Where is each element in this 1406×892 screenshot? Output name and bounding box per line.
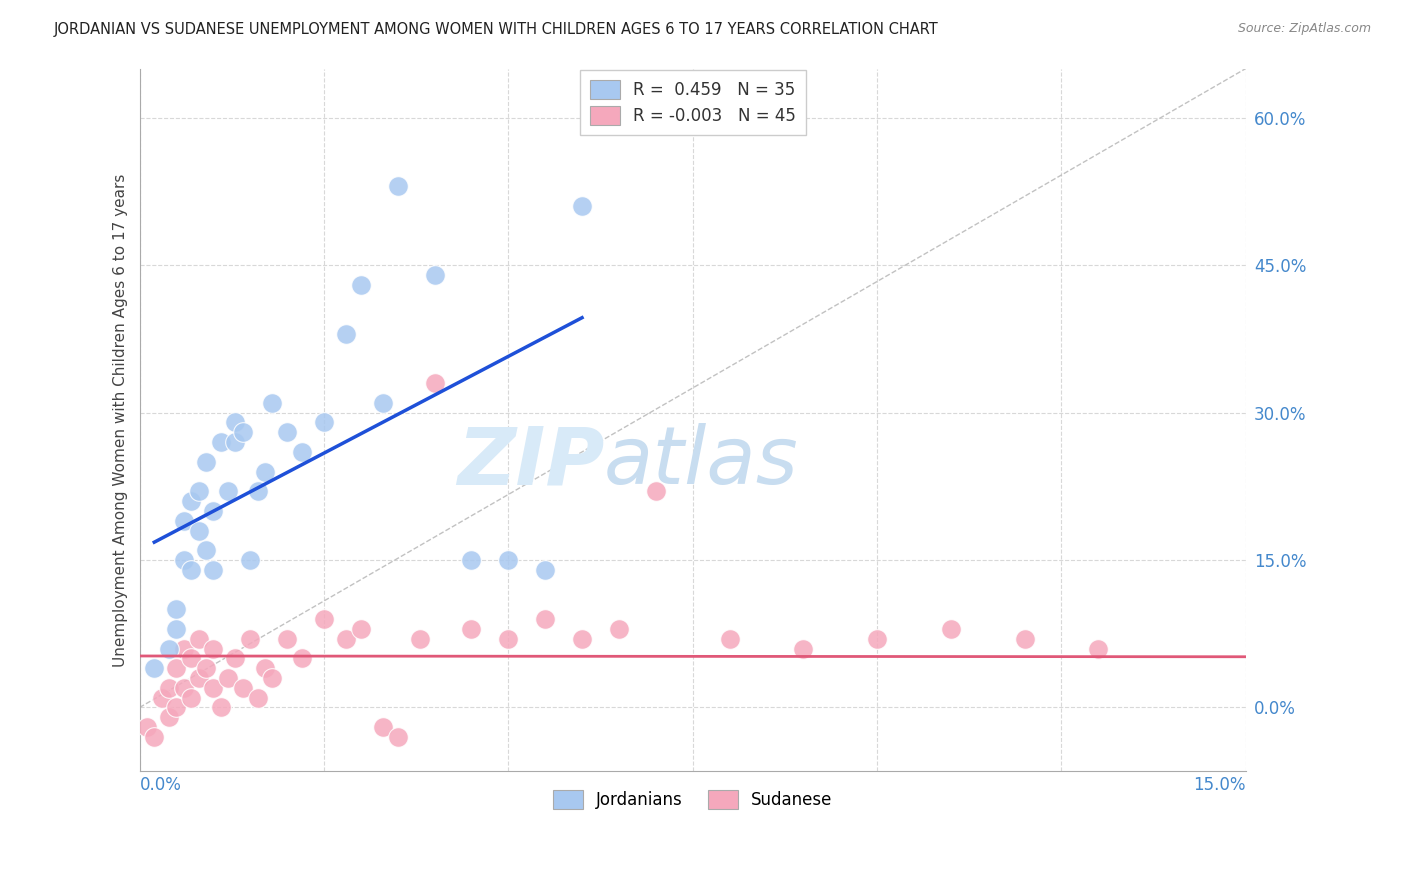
Jordanians: [224, 435, 246, 450]
Sudanese: [350, 622, 373, 636]
Text: ZIP: ZIP: [457, 423, 605, 501]
Sudanese: [187, 632, 209, 646]
Sudanese: [571, 632, 593, 646]
Sudanese: [239, 632, 262, 646]
Sudanese: [276, 632, 298, 646]
Sudanese: [409, 632, 432, 646]
Sudanese: [423, 376, 446, 390]
Sudanese: [246, 690, 269, 705]
Jordanians: [165, 602, 187, 616]
Jordanians: [460, 553, 482, 567]
Text: 15.0%: 15.0%: [1194, 776, 1246, 794]
Jordanians: [194, 543, 217, 558]
Sudanese: [232, 681, 254, 695]
Jordanians: [350, 277, 373, 292]
Jordanians: [180, 563, 202, 577]
Sudanese: [387, 730, 409, 744]
Jordanians: [291, 445, 314, 459]
Jordanians: [571, 199, 593, 213]
Jordanians: [209, 435, 232, 450]
Sudanese: [1087, 641, 1109, 656]
Sudanese: [371, 720, 394, 734]
Sudanese: [224, 651, 246, 665]
Sudanese: [534, 612, 557, 626]
Jordanians: [498, 553, 520, 567]
Sudanese: [180, 690, 202, 705]
Jordanians: [173, 553, 195, 567]
Sudanese: [498, 632, 520, 646]
Jordanians: [335, 326, 357, 341]
Sudanese: [202, 681, 225, 695]
Sudanese: [209, 700, 232, 714]
Sudanese: [165, 700, 187, 714]
Sudanese: [202, 641, 225, 656]
Jordanians: [217, 484, 239, 499]
Jordanians: [371, 396, 394, 410]
Sudanese: [157, 710, 180, 724]
Sudanese: [312, 612, 335, 626]
Text: JORDANIAN VS SUDANESE UNEMPLOYMENT AMONG WOMEN WITH CHILDREN AGES 6 TO 17 YEARS : JORDANIAN VS SUDANESE UNEMPLOYMENT AMONG…: [53, 22, 938, 37]
Sudanese: [143, 730, 166, 744]
Sudanese: [866, 632, 889, 646]
Text: 0.0%: 0.0%: [139, 776, 181, 794]
Jordanians: [224, 416, 246, 430]
Sudanese: [135, 720, 157, 734]
Sudanese: [607, 622, 630, 636]
Jordanians: [262, 396, 284, 410]
Sudanese: [217, 671, 239, 685]
Jordanians: [202, 504, 225, 518]
Text: Source: ZipAtlas.com: Source: ZipAtlas.com: [1237, 22, 1371, 36]
Sudanese: [180, 651, 202, 665]
Jordanians: [387, 179, 409, 194]
Sudanese: [157, 681, 180, 695]
Sudanese: [460, 622, 482, 636]
Sudanese: [150, 690, 173, 705]
Sudanese: [194, 661, 217, 675]
Sudanese: [253, 661, 276, 675]
Sudanese: [165, 661, 187, 675]
Jordanians: [312, 416, 335, 430]
Text: atlas: atlas: [605, 423, 799, 501]
Sudanese: [173, 641, 195, 656]
Jordanians: [276, 425, 298, 440]
Jordanians: [187, 484, 209, 499]
Jordanians: [143, 661, 166, 675]
Y-axis label: Unemployment Among Women with Children Ages 6 to 17 years: Unemployment Among Women with Children A…: [114, 173, 128, 666]
Sudanese: [291, 651, 314, 665]
Sudanese: [335, 632, 357, 646]
Legend: Jordanians, Sudanese: Jordanians, Sudanese: [546, 783, 839, 816]
Sudanese: [187, 671, 209, 685]
Jordanians: [165, 622, 187, 636]
Jordanians: [180, 494, 202, 508]
Jordanians: [239, 553, 262, 567]
Jordanians: [423, 268, 446, 282]
Sudanese: [792, 641, 814, 656]
Jordanians: [202, 563, 225, 577]
Sudanese: [173, 681, 195, 695]
Jordanians: [232, 425, 254, 440]
Sudanese: [644, 484, 666, 499]
Sudanese: [1014, 632, 1036, 646]
Jordanians: [246, 484, 269, 499]
Jordanians: [173, 514, 195, 528]
Sudanese: [939, 622, 962, 636]
Sudanese: [718, 632, 741, 646]
Jordanians: [157, 641, 180, 656]
Jordanians: [253, 465, 276, 479]
Jordanians: [187, 524, 209, 538]
Jordanians: [194, 455, 217, 469]
Sudanese: [262, 671, 284, 685]
Jordanians: [534, 563, 557, 577]
